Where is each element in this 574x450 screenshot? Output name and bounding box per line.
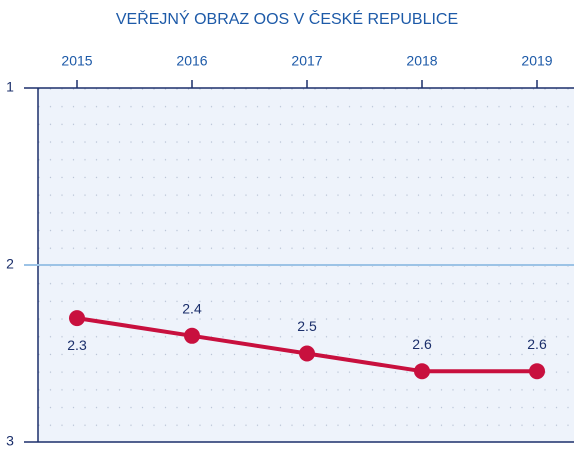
x-tick-label: 2016	[176, 53, 207, 69]
data-point	[299, 345, 315, 362]
x-tick-label: 2015	[61, 53, 92, 69]
y-tick-label: 3	[6, 433, 14, 449]
data-label: 2.5	[297, 318, 317, 334]
x-tick-label: 2017	[291, 53, 322, 69]
x-tick-label: 2019	[521, 53, 552, 69]
data-label: 2.4	[182, 301, 202, 317]
data-label: 2.6	[527, 336, 547, 352]
data-point	[69, 310, 85, 327]
data-point	[529, 363, 545, 380]
x-tick-label: 2018	[406, 53, 437, 69]
y-tick-label: 1	[6, 79, 14, 95]
plot: 1 2 3 2015 2016 2017 2018 2019 2.3 2.4 2.5 2.6 2.6	[6, 53, 574, 449]
data-point	[184, 327, 200, 344]
y-tick-label: 2	[6, 256, 14, 272]
data-label: 2.6	[412, 336, 432, 352]
data-label: 2.3	[67, 337, 87, 353]
data-point	[414, 363, 430, 380]
chart-title: VEŘEJNÝ OBRAZ OOS V ČESKÉ REPUBLICE	[116, 9, 458, 28]
